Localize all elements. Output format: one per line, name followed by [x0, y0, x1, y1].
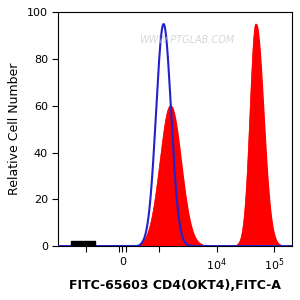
- Text: WWW.PTGLAB.COM: WWW.PTGLAB.COM: [139, 35, 234, 45]
- Y-axis label: Relative Cell Number: Relative Cell Number: [8, 63, 21, 195]
- X-axis label: FITC-65603 CD4(OKT4),FITC-A: FITC-65603 CD4(OKT4),FITC-A: [69, 279, 281, 292]
